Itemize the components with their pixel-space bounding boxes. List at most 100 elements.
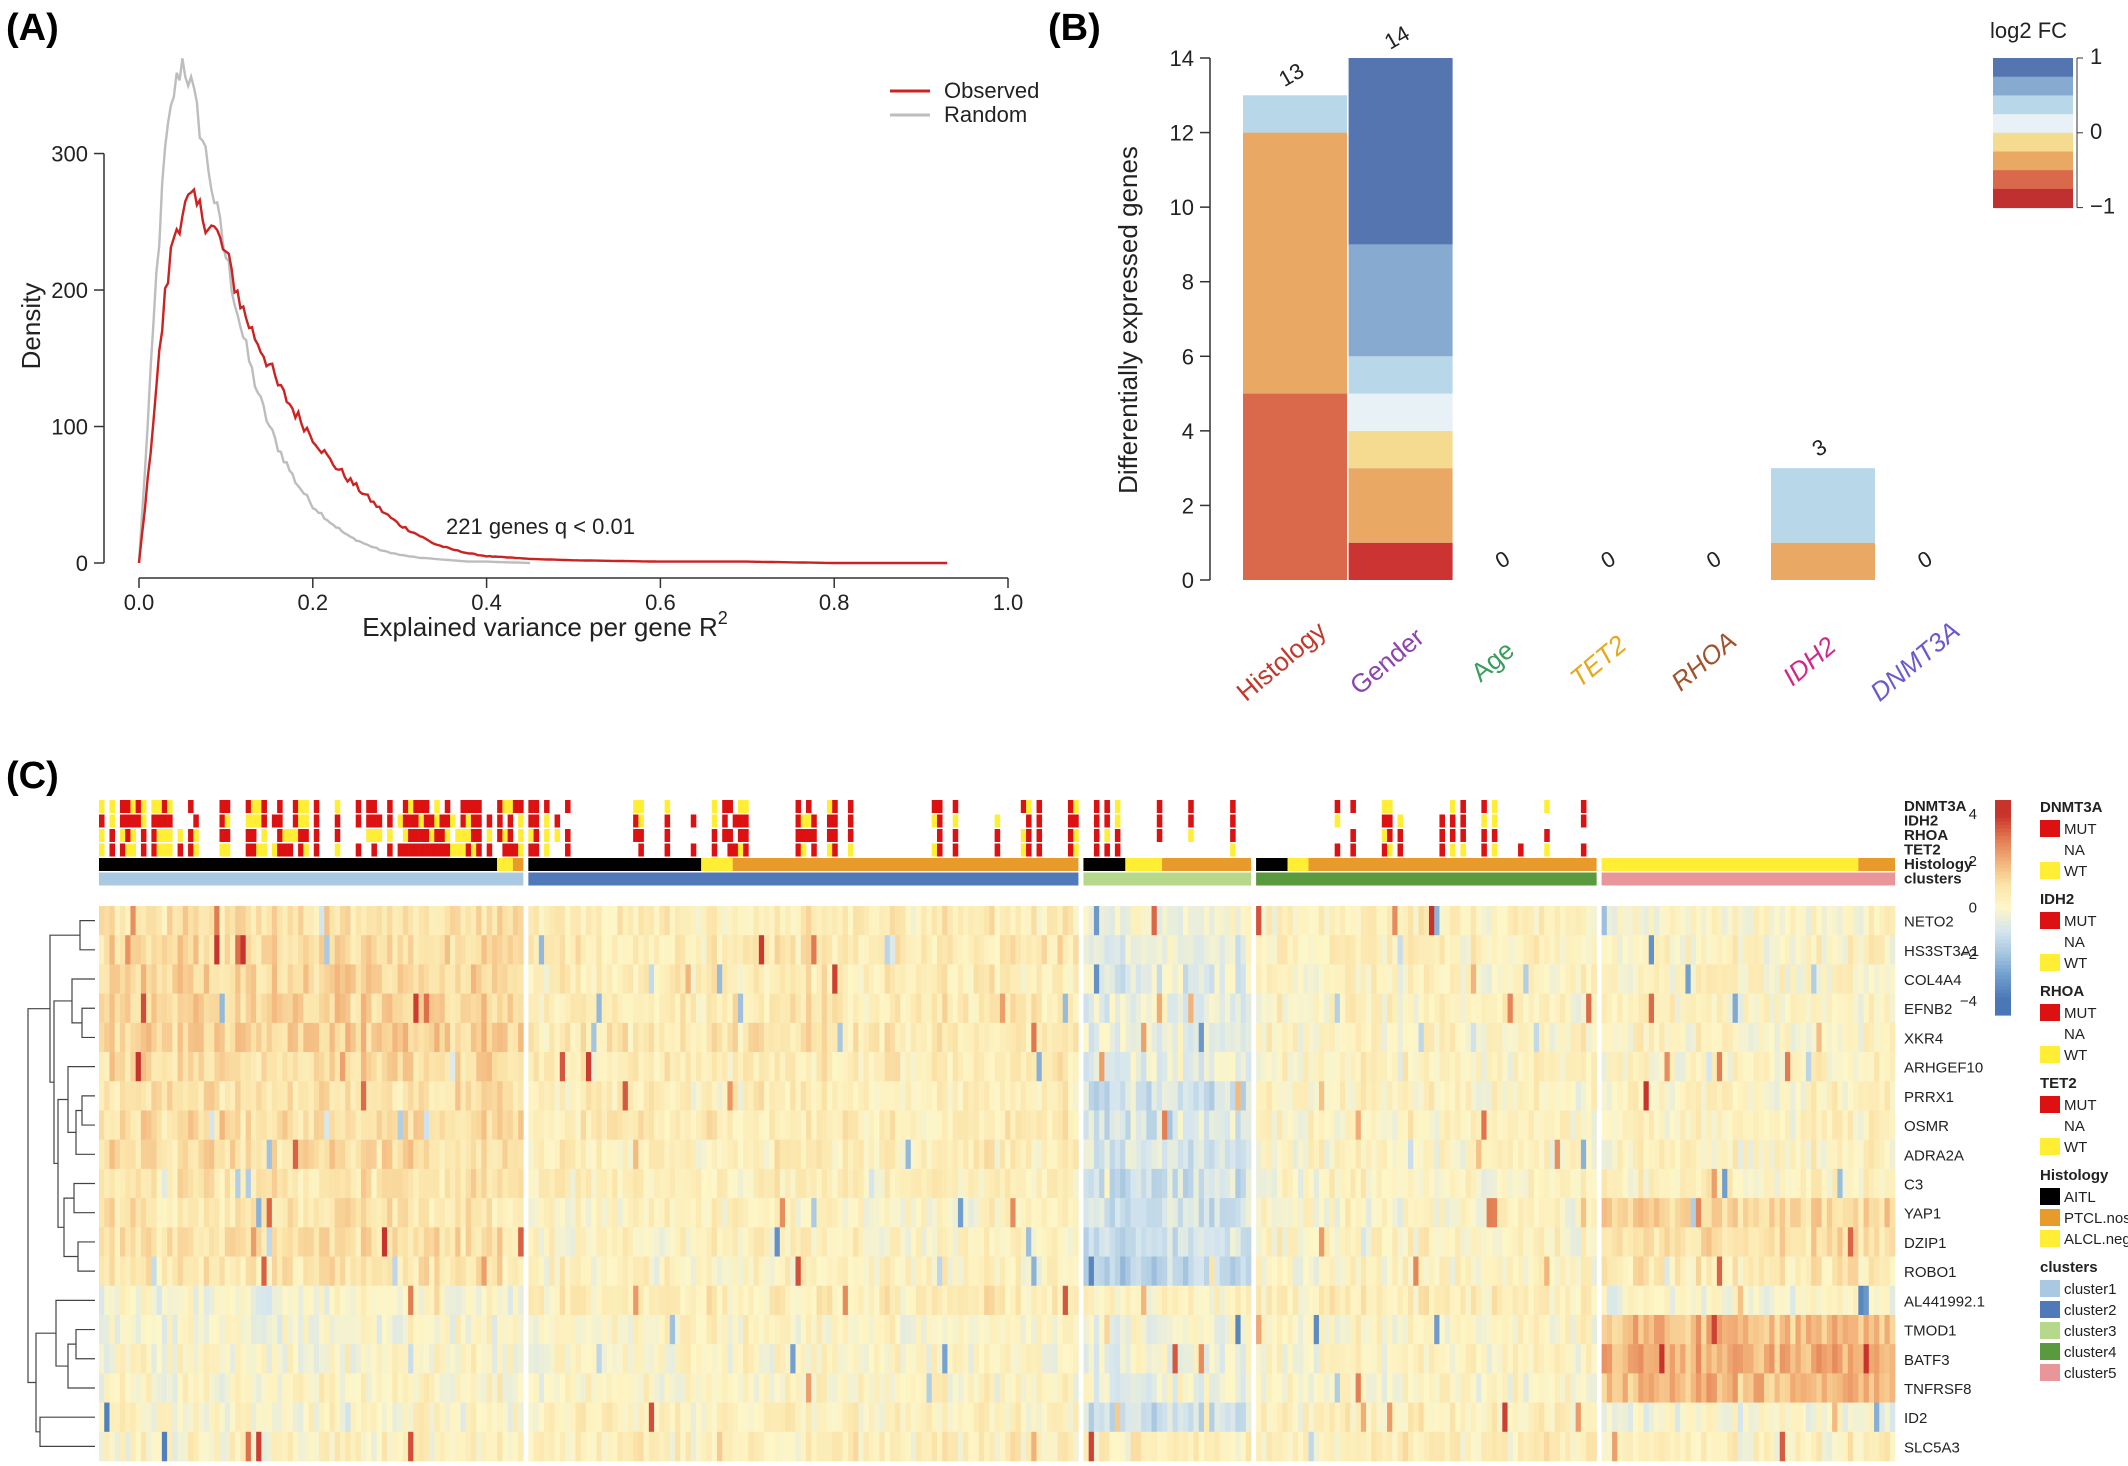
- mutation-track-cell: [219, 843, 226, 857]
- heatmap-cell: [842, 1081, 849, 1111]
- heatmap-cell: [1324, 1344, 1330, 1374]
- heatmap-cell: [816, 935, 823, 965]
- heatmap-cell: [1287, 1431, 1294, 1462]
- heatmap-cell: [826, 1344, 833, 1374]
- heatmap-cell: [161, 1314, 168, 1345]
- heatmap-cell: [271, 1431, 278, 1462]
- heatmap-cell: [167, 935, 173, 965]
- heatmap-cell: [1156, 993, 1163, 1024]
- heatmap-cell: [203, 1402, 210, 1433]
- heatmap-cell: [947, 1285, 954, 1316]
- heatmap-cell: [298, 1344, 304, 1374]
- heatmap-cell: [612, 1198, 618, 1228]
- heatmap-cell: [633, 1022, 639, 1053]
- heatmap-cell: [350, 906, 357, 936]
- heatmap-cell: [423, 1227, 430, 1257]
- heatmap-cell: [942, 1314, 948, 1345]
- heatmap-cell: [387, 1285, 393, 1316]
- heatmap-cell: [606, 906, 613, 936]
- heatmap-cell: [884, 1198, 891, 1228]
- heatmap-cell: [722, 1110, 728, 1140]
- heatmap-cell: [1240, 1198, 1247, 1228]
- heatmap-cell: [743, 1081, 749, 1111]
- heatmap-cell: [256, 1022, 262, 1053]
- heatmap-cell: [345, 1431, 351, 1462]
- heatmap-cell: [654, 1256, 660, 1287]
- heatmap-cell: [130, 993, 136, 1024]
- heatmap-cell: [1329, 1022, 1335, 1053]
- heatmap-cell: [1339, 1344, 1346, 1374]
- heatmap-cell: [245, 1168, 252, 1199]
- mutation-track-cell: [806, 800, 812, 813]
- heatmap-cell: [355, 1081, 362, 1111]
- heatmap-cell: [245, 1139, 252, 1170]
- heatmap-cell: [1245, 1052, 1252, 1082]
- heatmap-cell: [1135, 1373, 1142, 1403]
- heatmap-cell: [465, 1052, 472, 1082]
- heatmap-cell: [1141, 1431, 1147, 1462]
- heatmap-cell: [1083, 1431, 1089, 1462]
- heatmap-cell: [1261, 1373, 1267, 1403]
- heatmap-cell: [559, 1139, 566, 1170]
- heatmap-cell: [313, 1198, 320, 1228]
- heatmap-cell: [952, 1198, 959, 1228]
- heatmap-cell: [109, 1081, 116, 1111]
- heatmap-cell: [245, 1402, 252, 1433]
- heatmap-cell: [1339, 1022, 1346, 1053]
- heatmap-cell: [989, 1373, 995, 1403]
- heatmap-cell: [1198, 935, 1205, 965]
- heatmap-cell: [994, 1314, 1001, 1345]
- heatmap-cell: [570, 1344, 576, 1374]
- heatmap-cell: [481, 1081, 487, 1111]
- heatmap-cell: [1109, 1344, 1116, 1374]
- heatmap-cell: [973, 1198, 980, 1228]
- heatmap-cell: [104, 1052, 110, 1082]
- heatmap-cell: [219, 993, 226, 1024]
- heatmap-cell: [622, 1402, 629, 1433]
- mutation-track-cell: [366, 814, 372, 828]
- heatmap-cell: [1036, 1256, 1043, 1287]
- heatmap-cell: [606, 1344, 613, 1374]
- heatmap-cell: [533, 1081, 540, 1111]
- heatmap-cell: [680, 1227, 686, 1257]
- heatmap-cell: [1193, 1022, 1199, 1053]
- heatmap-cell: [711, 1314, 718, 1345]
- heatmap-cell: [198, 1314, 205, 1345]
- heatmap-cell: [1114, 1373, 1121, 1403]
- heatmap-cell: [627, 906, 634, 936]
- heatmap-cell: [617, 1227, 623, 1257]
- heatmap-cell: [737, 1110, 744, 1140]
- heatmap-cell: [1287, 1198, 1294, 1228]
- heatmap-cell: [188, 1285, 194, 1316]
- heatmap-cell: [1329, 993, 1335, 1024]
- panel-c-annotation-tracks: [99, 800, 1895, 886]
- heatmap-cell: [1271, 1139, 1278, 1170]
- heatmap-cell: [214, 1373, 220, 1403]
- heatmap-cell: [732, 1022, 739, 1053]
- heatmap-cell: [476, 1431, 482, 1462]
- heatmap-cell: [99, 906, 105, 936]
- heatmap-cell: [303, 1110, 309, 1140]
- heatmap-cell: [889, 1227, 896, 1257]
- heatmap-cell: [439, 1344, 446, 1374]
- heatmap-cell: [1167, 993, 1173, 1024]
- heatmap-cell: [591, 1373, 597, 1403]
- heatmap-cell: [779, 1314, 786, 1345]
- heatmap-cell: [989, 1022, 995, 1053]
- heatmap-cell: [413, 964, 419, 994]
- heatmap-cell: [209, 1022, 215, 1053]
- heatmap-cell: [931, 1168, 938, 1199]
- heatmap-cell: [397, 1081, 404, 1111]
- heatmap-cell: [664, 1022, 671, 1053]
- heatmap-cell: [1073, 993, 1079, 1024]
- heatmap-cell: [408, 1227, 414, 1257]
- heatmap-cell: [727, 1285, 733, 1316]
- heatmap-cell: [1120, 1402, 1126, 1433]
- heatmap-cell: [528, 906, 534, 936]
- mutation-track-cell: [528, 843, 534, 857]
- heatmap-cell: [921, 1052, 927, 1082]
- heatmap-cell: [1057, 1022, 1064, 1053]
- heatmap-cell: [1329, 1344, 1335, 1374]
- heatmap-cell: [1109, 1256, 1116, 1287]
- heatmap-cell: [612, 1285, 618, 1316]
